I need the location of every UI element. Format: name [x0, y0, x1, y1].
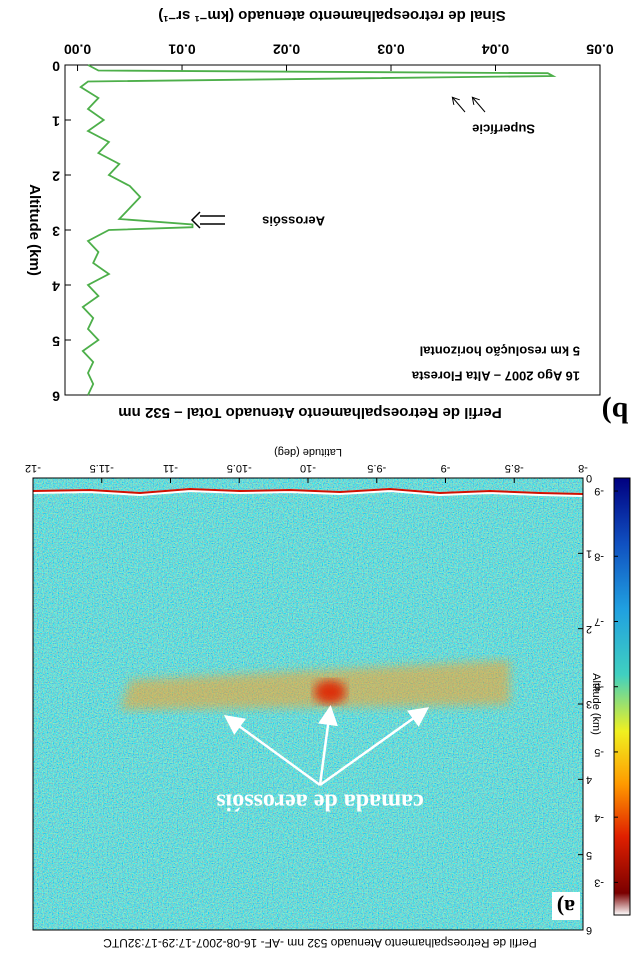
x-tick-label: -11: [163, 462, 178, 474]
x-tick-label: -10.5: [227, 462, 252, 474]
x-axis-title: Latitude (deg): [274, 446, 342, 458]
colorbar-tick-label: -4: [594, 811, 604, 823]
x-tick-label: 0.02: [273, 41, 300, 57]
y-axis-title: Altitude (km): [590, 673, 602, 735]
panel-label: a): [557, 895, 575, 920]
y-tick-label: 3: [586, 698, 592, 710]
x-tick-label: -9.5: [367, 462, 386, 474]
colorbar-tick-label: -9: [594, 485, 604, 497]
x-tick-label: -10: [300, 462, 316, 474]
x-tick-label: -8: [578, 462, 588, 474]
colorbar: [613, 477, 631, 916]
x-tick-label: 0.01: [168, 41, 195, 57]
x-tick-label: 0.05: [586, 41, 613, 57]
colorbar-tick-label: -5: [594, 746, 604, 758]
y-tick-label: 5: [52, 333, 60, 349]
x-tick-label: -8.5: [505, 462, 524, 474]
y-tick-label: 2: [52, 168, 60, 184]
rotated-figure: a) camada de aerossóis Perfil de Retroes…: [25, 7, 631, 950]
y-axis-title: Altitude (km): [26, 184, 43, 276]
note: 5 km resolução horizontal: [420, 344, 580, 359]
annotation-arrow: [190, 211, 225, 229]
x-tick-label: -9: [441, 462, 451, 474]
y-tick-label: 1: [586, 547, 592, 559]
y-tick-label: 6: [52, 388, 60, 404]
annotation: Aerossóis: [262, 214, 325, 229]
x-tick-label: -12: [25, 462, 41, 474]
chart-title: Perfil de Retroespalhamento Atenuado 532…: [103, 936, 537, 950]
y-tick-label: 4: [586, 773, 592, 785]
y-tick-label: 2: [586, 623, 592, 635]
annotation: Superfície: [472, 122, 535, 137]
colorbar-tick-label: -6: [594, 681, 604, 693]
y-tick-label: 3: [52, 223, 60, 239]
x-axis-title: Sinal de retroespalhamento atenuado (km⁻…: [158, 7, 506, 24]
y-tick-label: 0: [52, 58, 60, 74]
chart-title: Perfil de Retroespalhamento Atenuado Tot…: [118, 404, 501, 421]
x-tick-label: 0.03: [377, 41, 404, 57]
curtain-image: [33, 478, 583, 930]
panel-label: b): [602, 396, 629, 429]
y-tick-label: 5: [586, 849, 592, 861]
annotation-arrows: [453, 98, 486, 113]
y-tick-label: 4: [52, 278, 60, 294]
profile-line: [79, 64, 557, 396]
x-tick-label: 0.04: [482, 41, 509, 57]
colorbar-tick-label: -7: [594, 616, 604, 628]
colorbar-tick-label: -8: [594, 550, 604, 562]
y-tick-label: 0: [586, 472, 592, 484]
x-tick-label: 0.00: [64, 41, 91, 57]
x-tick-label: -11.5: [90, 462, 114, 474]
note: 16 Ago 2007 – Alta Floresta: [411, 369, 580, 384]
y-tick-label: 1: [52, 113, 60, 129]
label-box: [552, 892, 580, 920]
y-tick-label: 6: [586, 924, 592, 936]
colorbar-tick-label: -3: [594, 876, 604, 888]
annotation: camada de aerossóis: [216, 788, 424, 814]
annotation-arrows: [223, 705, 430, 787]
